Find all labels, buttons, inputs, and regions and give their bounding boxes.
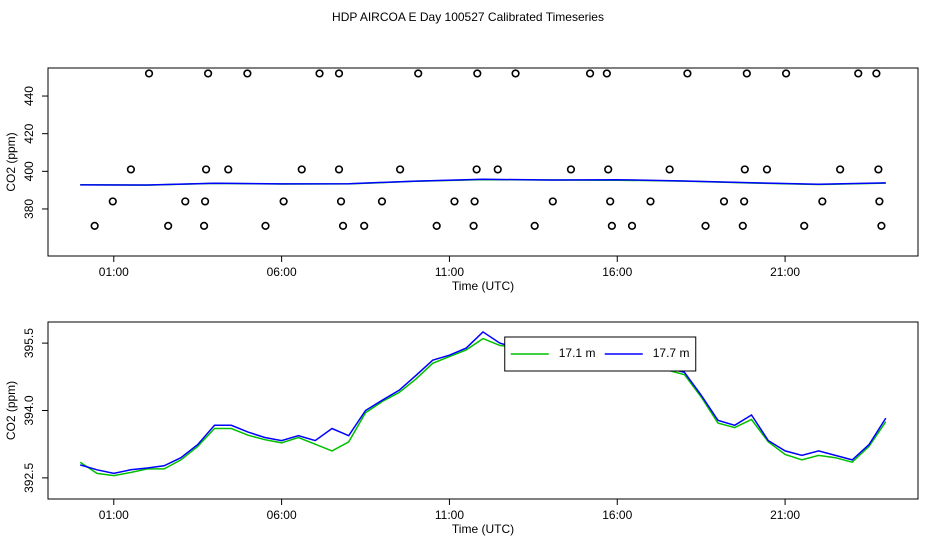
point: [854, 69, 863, 78]
point: [740, 165, 749, 174]
point: [607, 221, 616, 230]
point: [108, 197, 117, 206]
y-axis-label: CO2 (ppm): [4, 132, 18, 191]
point: [90, 221, 99, 230]
point: [181, 197, 190, 206]
point: [334, 69, 344, 78]
point: [602, 69, 611, 78]
y-tick-label: 394.0: [22, 395, 36, 425]
point: [279, 197, 288, 206]
y-axis-label: CO2 (ppm): [4, 381, 18, 440]
point: [493, 165, 502, 174]
point: [472, 165, 481, 174]
x-tick-label: 11:00: [435, 265, 464, 279]
x-axis-label: Time (UTC): [452, 279, 514, 293]
point: [200, 197, 210, 206]
point: [646, 197, 655, 206]
point: [877, 221, 886, 230]
point: [719, 197, 729, 206]
point: [315, 69, 324, 78]
line: [80, 178, 886, 186]
point: [201, 165, 211, 174]
point: [818, 197, 827, 206]
point: [126, 165, 136, 174]
point: [875, 197, 884, 206]
point: [297, 165, 306, 174]
point: [338, 221, 348, 230]
x-tick-label: 06:00: [267, 508, 297, 522]
y-tick-label: 420: [22, 123, 36, 143]
point: [334, 165, 344, 174]
point: [164, 221, 173, 230]
point: [683, 69, 692, 78]
plot-frame: [47, 321, 919, 500]
point: [836, 165, 845, 174]
point: [742, 69, 751, 78]
plot-frame: [47, 67, 919, 257]
y-tick-label: 392.5: [22, 463, 36, 493]
point: [204, 69, 213, 78]
point: [701, 221, 710, 230]
x-tick-label: 01:00: [99, 265, 129, 279]
point: [432, 221, 441, 230]
point: [874, 165, 883, 174]
point: [395, 165, 405, 174]
point: [243, 69, 252, 78]
point: [336, 197, 346, 206]
point: [872, 69, 881, 78]
point: [566, 165, 576, 174]
x-tick-label: 21:00: [770, 508, 800, 522]
line: [79, 337, 887, 477]
point: [224, 165, 233, 174]
x-axis-label: Time (UTC): [452, 522, 514, 536]
point: [548, 197, 557, 206]
point: [360, 221, 369, 230]
point: [740, 197, 749, 206]
x-tick-label: 21:00: [770, 265, 800, 279]
point: [511, 69, 520, 78]
legend-label: 17.1 m: [559, 346, 596, 360]
point: [144, 69, 154, 78]
point: [473, 69, 482, 78]
point: [627, 221, 637, 230]
x-tick-label: 16:00: [602, 508, 632, 522]
y-tick-label: 395.5: [22, 328, 36, 358]
point: [469, 221, 478, 230]
legend-label: 17.7 m: [653, 346, 690, 360]
point: [414, 69, 423, 78]
point: [738, 221, 747, 230]
y-tick-label: 400: [22, 161, 36, 181]
y-tick-label: 440: [22, 86, 36, 106]
point: [199, 221, 209, 230]
point: [450, 197, 459, 206]
x-tick-label: 16:00: [602, 265, 632, 279]
point: [585, 69, 595, 78]
x-tick-label: 11:00: [435, 508, 464, 522]
x-tick-label: 01:00: [99, 508, 129, 522]
point: [604, 165, 613, 174]
point: [762, 165, 772, 174]
line: [79, 330, 887, 475]
point: [606, 197, 615, 206]
page-title: HDP AIRCOA E Day 100527 Calibrated Times…: [332, 10, 604, 24]
point: [800, 221, 809, 230]
point: [530, 221, 539, 230]
point: [377, 197, 387, 206]
x-tick-label: 06:00: [267, 265, 297, 279]
point: [470, 197, 479, 206]
point: [261, 221, 270, 230]
point: [781, 69, 791, 78]
point: [665, 165, 674, 174]
y-tick-label: 380: [22, 199, 36, 219]
